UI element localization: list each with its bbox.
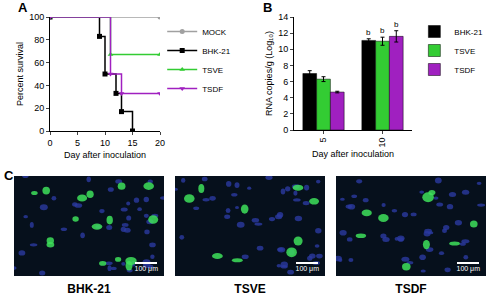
svg-text:6: 6 xyxy=(283,77,288,87)
svg-text:10: 10 xyxy=(377,138,387,148)
svg-text:Day after inoculation: Day after inoculation xyxy=(64,150,146,160)
svg-text:A: A xyxy=(18,0,28,15)
svg-text:B: B xyxy=(263,0,272,15)
svg-text:0: 0 xyxy=(47,138,52,148)
svg-text:4: 4 xyxy=(283,93,288,103)
svg-text:60: 60 xyxy=(34,58,44,68)
svg-text:40: 40 xyxy=(34,81,44,91)
svg-text:TSDF: TSDF xyxy=(454,66,475,75)
html-text:BHK-21: BHK-21 xyxy=(67,282,111,296)
svg-text:TSVE: TSVE xyxy=(202,66,223,75)
svg-text:80: 80 xyxy=(34,35,44,45)
svg-text:Percent survival: Percent survival xyxy=(15,42,25,106)
svg-text:100: 100 xyxy=(29,12,44,22)
svg-text:5: 5 xyxy=(318,138,328,143)
svg-text:5: 5 xyxy=(75,138,80,148)
svg-text:20: 20 xyxy=(155,138,165,148)
svg-text:20: 20 xyxy=(34,103,44,113)
svg-text:Day after inoculation: Day after inoculation xyxy=(312,149,394,159)
html-text:100 μm: 100 μm xyxy=(295,265,319,272)
svg-text:BHK-21: BHK-21 xyxy=(202,47,231,56)
svg-text:RNA copies/g (Log₁₀): RNA copies/g (Log₁₀) xyxy=(264,31,274,116)
svg-text:TSVE: TSVE xyxy=(454,47,475,56)
svg-text:0: 0 xyxy=(283,125,288,135)
svg-text:BHK-21: BHK-21 xyxy=(454,28,483,37)
svg-text:0: 0 xyxy=(39,126,44,136)
svg-text:10: 10 xyxy=(278,44,288,54)
svg-text:12: 12 xyxy=(278,28,288,38)
html-text:100 μm: 100 μm xyxy=(456,265,480,272)
svg-text:2: 2 xyxy=(283,109,288,119)
svg-text:8: 8 xyxy=(283,61,288,71)
svg-text:TSDF: TSDF xyxy=(202,85,223,94)
html-text:C: C xyxy=(4,168,14,183)
svg-text:15: 15 xyxy=(127,138,137,148)
html-text:TSVE: TSVE xyxy=(234,282,266,296)
html-text:100 μm: 100 μm xyxy=(134,265,158,272)
svg-text:MOCK: MOCK xyxy=(202,28,227,37)
svg-text:b: b xyxy=(366,28,371,37)
svg-text:b: b xyxy=(394,20,399,29)
svg-text:b: b xyxy=(380,26,385,35)
svg-text:14: 14 xyxy=(278,12,288,22)
svg-text:10: 10 xyxy=(100,138,110,148)
html-text:TSDF: TSDF xyxy=(395,282,427,296)
